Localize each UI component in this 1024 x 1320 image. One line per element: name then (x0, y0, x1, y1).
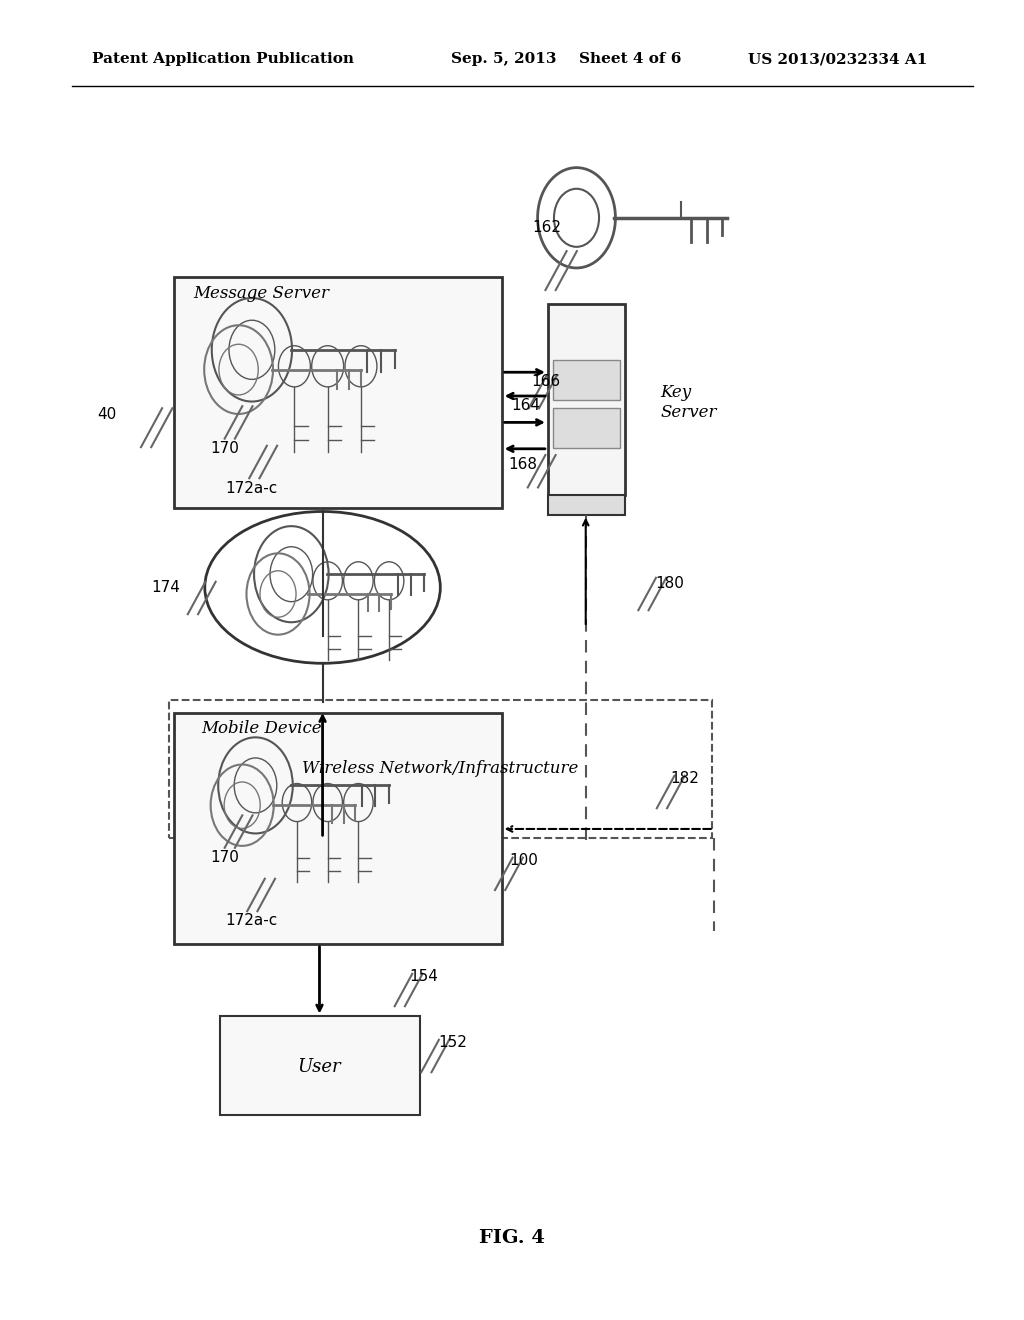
Text: 170: 170 (210, 850, 239, 866)
Text: User: User (298, 1057, 341, 1076)
FancyBboxPatch shape (553, 408, 620, 447)
Text: Patent Application Publication: Patent Application Publication (92, 53, 354, 66)
FancyBboxPatch shape (220, 1016, 420, 1115)
Text: 154: 154 (410, 969, 438, 985)
Text: 162: 162 (532, 219, 561, 235)
Text: 168: 168 (508, 457, 537, 473)
FancyBboxPatch shape (548, 495, 625, 515)
Text: Mobile Device: Mobile Device (201, 721, 322, 737)
FancyBboxPatch shape (174, 713, 502, 944)
Text: 174: 174 (152, 579, 180, 595)
FancyBboxPatch shape (174, 277, 502, 508)
Text: 152: 152 (438, 1035, 467, 1051)
Text: 170: 170 (210, 441, 239, 457)
Text: 172a-c: 172a-c (225, 480, 278, 496)
Text: 40: 40 (97, 407, 117, 422)
Text: 164: 164 (511, 397, 540, 413)
Text: Key
Server: Key Server (660, 384, 717, 421)
Text: 166: 166 (531, 374, 560, 389)
Text: 100: 100 (509, 853, 538, 869)
Text: 180: 180 (655, 576, 684, 591)
Text: US 2013/0232334 A1: US 2013/0232334 A1 (748, 53, 927, 66)
FancyBboxPatch shape (548, 304, 625, 495)
Text: Message Server: Message Server (194, 285, 329, 301)
Text: FIG. 4: FIG. 4 (479, 1229, 545, 1247)
Text: Sep. 5, 2013: Sep. 5, 2013 (451, 53, 556, 66)
Text: 172a-c: 172a-c (225, 912, 278, 928)
Text: Wireless Network/Infrastructure: Wireless Network/Infrastructure (302, 760, 579, 776)
FancyBboxPatch shape (553, 360, 620, 400)
Text: Sheet 4 of 6: Sheet 4 of 6 (579, 53, 681, 66)
Text: 182: 182 (671, 771, 699, 787)
